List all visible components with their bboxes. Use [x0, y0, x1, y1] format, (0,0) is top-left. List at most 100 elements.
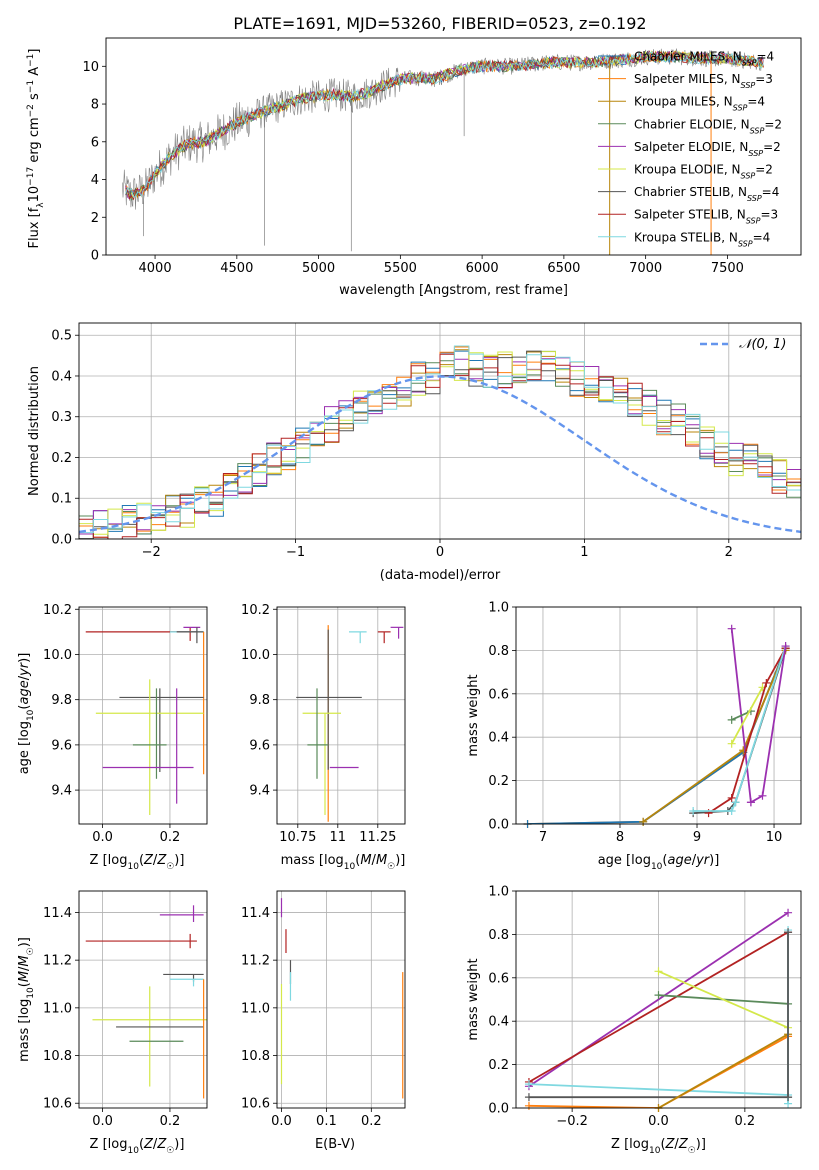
series-line — [693, 645, 787, 812]
y-tick-label: 10.8 — [241, 1049, 270, 1064]
series-marker — [758, 791, 767, 800]
x-tick-label: −0.2 — [556, 1114, 588, 1129]
mw-Z-ylabel: mass weight — [466, 958, 481, 1040]
y-tick-label: 4 — [91, 173, 99, 188]
x-tick-label: 11.25 — [359, 830, 396, 845]
y-tick-label: 1.0 — [488, 601, 509, 616]
spectrum-ylabel: Flux [fλ10−17 erg cm−2 s−1 A−1] — [26, 49, 46, 249]
y-tick-label: 0.4 — [488, 731, 509, 746]
y-tick-label: 0.0 — [51, 533, 72, 548]
mass_vs_Z-axes: 0.0 0.2 10.6 10.8 11.0 11.2 11.4 Z [log10(Z/Z☉)… — [17, 891, 207, 1156]
y-tick-label: 10.0 — [241, 648, 270, 663]
y-tick-label: 0.6 — [488, 687, 509, 702]
x-tick-label: 10.75 — [279, 830, 316, 845]
legend-label: Salpeter STELIB, NSSP=3 — [634, 208, 778, 226]
figure-title: PLATE=1691, MJD=53260, FIBERID=0523, z=0… — [233, 14, 646, 33]
y-tick-label: 11.4 — [43, 906, 72, 921]
y-tick-label: 9.6 — [51, 738, 72, 753]
x-tick-label: 0 — [436, 545, 444, 560]
series-marker — [727, 739, 736, 748]
x-tick-label: 1 — [580, 545, 588, 560]
series-marker — [524, 1101, 533, 1110]
mass_vs_ebv-axes: 0.0 0.1 0.2 10.6 10.8 11.0 11.2 11.4 E(B-V) — [241, 891, 405, 1152]
series-marker — [524, 1080, 533, 1089]
series-line — [527, 647, 787, 824]
age-vs-mass-xlabel: mass [log10(M/M☉)] — [281, 853, 406, 872]
y-tick-label: 9.8 — [51, 693, 72, 708]
series-marker — [727, 715, 736, 724]
series-line — [730, 686, 764, 745]
spectrum-model-line — [125, 51, 764, 198]
series-marker — [654, 967, 663, 976]
x-tick-label: 8 — [616, 830, 624, 845]
x-tick-label: 10 — [766, 830, 783, 845]
x-tick-label: 7 — [539, 830, 547, 845]
y-tick-label: 11.4 — [241, 906, 270, 921]
series-marker — [731, 798, 740, 807]
legend-label: Kroupa ELODIE, NSSP=2 — [634, 163, 773, 181]
y-tick-label: 11.2 — [241, 954, 270, 969]
y-tick-label: 0 — [91, 249, 99, 264]
x-tick-label: 9 — [693, 830, 701, 845]
residuals-frame — [78, 322, 802, 540]
legend-label: Salpeter MILES, NSSP=3 — [634, 72, 773, 90]
series-line — [750, 645, 787, 804]
series-marker — [784, 1093, 793, 1102]
x-tick-label: 4500 — [220, 261, 253, 276]
histogram-line — [79, 346, 801, 538]
spectrum-model-line — [125, 50, 764, 196]
series-line — [708, 647, 787, 814]
y-tick-label: 0.0 — [488, 1102, 509, 1117]
mass-vs-Z-ylabel: mass [log10(M/M☉)] — [17, 937, 36, 1062]
series-marker — [781, 642, 790, 651]
y-tick-label: 10.2 — [43, 603, 72, 618]
residuals-ylabel: Normed distribution — [27, 366, 42, 496]
y-tick-label: 0.4 — [51, 369, 72, 384]
legend-label: 𝒩(0, 1) — [739, 337, 786, 352]
series-marker — [689, 806, 698, 815]
series-line — [658, 970, 789, 1029]
gaussian-line — [79, 375, 801, 534]
series-line — [528, 931, 789, 1083]
spectrum-model-line — [125, 50, 764, 201]
series-marker — [654, 991, 663, 1000]
x-tick-label: 0.0 — [648, 1114, 669, 1129]
series-line — [528, 1035, 789, 1108]
y-tick-label: 0.8 — [488, 644, 509, 659]
series-marker — [784, 908, 793, 917]
residuals-axes: −2 −1 0 1 2 0.0 0.1 0.2 0.3 0.4 0.5 (data-model)/er… — [27, 323, 801, 583]
y-tick-label: 10.6 — [43, 1097, 72, 1112]
histogram-line — [79, 357, 801, 535]
y-tick-label: 10 — [82, 60, 99, 75]
y-tick-label: 0.1 — [51, 492, 72, 507]
y-tick-label: 1.0 — [488, 885, 509, 900]
x-tick-label: 0.2 — [160, 830, 181, 845]
series-marker — [727, 793, 736, 802]
x-tick-label: 2 — [725, 545, 733, 560]
x-tick-label: −2 — [142, 545, 161, 560]
y-tick-label: 0.3 — [51, 410, 72, 425]
x-tick-label: 6500 — [547, 261, 580, 276]
y-tick-label: 6 — [91, 135, 99, 150]
mw-age-xlabel: age [log10(age/yr)] — [598, 853, 720, 872]
y-tick-label: 0.8 — [488, 928, 509, 943]
x-tick-label: 0.0 — [92, 1114, 113, 1129]
mass-vs-ebv-xlabel: E(B-V) — [315, 1137, 355, 1152]
series-line — [527, 647, 787, 824]
series-marker — [784, 928, 793, 937]
series-marker — [746, 798, 755, 807]
age_vs_Z-axes: 0.0 0.2 9.4 9.6 9.8 10.0 10.2 Z [log10(Z/Z☉)] ag… — [17, 603, 207, 872]
spectrum-model-line — [125, 51, 764, 201]
spectrum-frame — [105, 37, 802, 256]
x-tick-label: 0.0 — [271, 1114, 292, 1129]
y-tick-label: 10.2 — [241, 603, 270, 618]
y-tick-label: 11.2 — [43, 954, 72, 969]
x-tick-label: 6000 — [466, 261, 499, 276]
y-tick-label: 8 — [91, 98, 99, 113]
series-marker — [762, 678, 771, 687]
y-tick-label: 0.5 — [51, 329, 72, 344]
spectrum-axes: 4000 4500 5000 5500 6000 6500 7000 7500 0 2 4 6 8 10 w… — [26, 47, 782, 298]
y-tick-label: 0.6 — [488, 971, 509, 986]
mass_weight_vs_Z-axes: −0.2 0.0 0.2 0.0 0.2 0.4 0.6 0.8 1.0 Z [log10(Z/Z… — [466, 885, 801, 1156]
